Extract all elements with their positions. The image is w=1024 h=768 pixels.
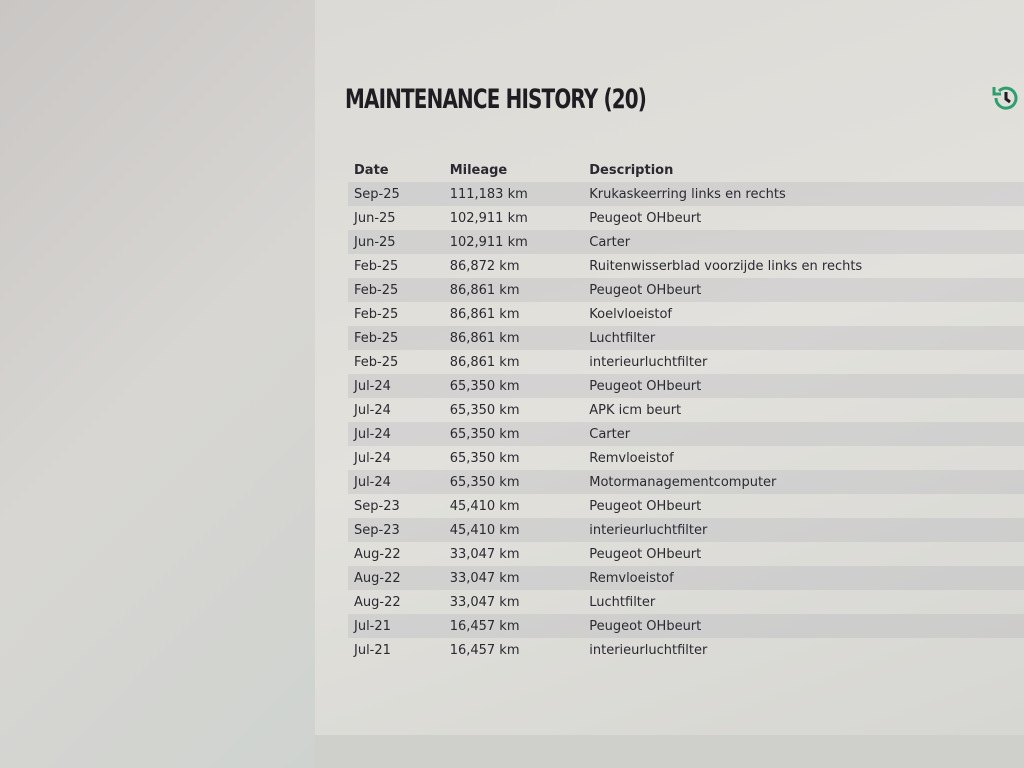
cell-description: interieurluchtfilter — [589, 642, 708, 658]
cell-description: Luchtfilter — [583, 326, 1024, 350]
cell-description: Remvloeistof — [583, 566, 1024, 590]
table-row: Jul-21 16,457 km Peugeot OHbeurt — [348, 614, 1024, 638]
cell-date: Aug-22 — [354, 594, 401, 610]
cell-date: Aug-22 — [354, 546, 401, 562]
cell-date: Jun-25 — [354, 210, 396, 226]
table-row: Feb-25 86,872 km Ruitenwisserblad voorzijd… — [348, 254, 1024, 278]
cell-description: Peugeot OHbeurt — [583, 278, 1024, 302]
cell-mileage: 86,861 km — [443, 326, 584, 350]
cell-description: Peugeot OHbeurt — [583, 614, 1024, 638]
cell-mileage: 65,350 km — [443, 470, 584, 494]
cell-mileage: 111,183 km — [443, 182, 584, 206]
cell-description: interieurluchtfilter — [589, 354, 708, 370]
table-row: Jul-24 65,350 km Peugeot OHbeurt — [348, 374, 1024, 398]
maintenance-table: Date Mileage Description Sep-25 111,183 k… — [348, 158, 1024, 662]
cell-date: Sep-23 — [354, 498, 400, 514]
cell-date: Jul-24 — [354, 402, 391, 418]
cell-mileage: 45,410 km — [449, 498, 520, 514]
table-row: Jun-25 102,911 km Peugeot OHbeurt — [348, 206, 1024, 230]
cell-mileage: 45,410 km — [443, 518, 584, 542]
table-row: Jul-24 65,350 km APK icm beurt — [348, 398, 1024, 422]
table-row: Feb-25 86,861 km interieurluchtfilter — [348, 350, 1024, 374]
cell-description: Peugeot OHbeurt — [589, 498, 702, 514]
cell-date: Sep-23 — [348, 518, 444, 542]
table-row: Sep-23 45,410 km Peugeot OHbeurt — [348, 494, 1024, 518]
table-row: Jul-24 65,350 km Motormanagementcomputer — [348, 470, 1024, 494]
table-row: Jul-24 65,350 km Remvloeistof — [348, 446, 1024, 470]
table-header: Date Mileage Description — [348, 158, 1024, 182]
cell-description: Peugeot OHbeurt — [589, 546, 702, 562]
table-row: Jul-24 65,350 km Carter — [348, 422, 1024, 446]
cell-mileage: 102,911 km — [443, 230, 584, 254]
cell-mileage: 86,861 km — [449, 306, 520, 322]
table-row: Sep-25 111,183 km Krukaskeerring links en … — [348, 182, 1024, 206]
cell-date: Jul-24 — [348, 374, 444, 398]
cell-mileage: 65,350 km — [449, 450, 520, 466]
cell-date: Feb-25 — [348, 278, 444, 302]
cell-mileage: 33,047 km — [449, 594, 520, 610]
column-mileage: Mileage — [449, 162, 508, 178]
cell-date: Jul-21 — [354, 642, 391, 658]
cell-date: Feb-25 — [354, 258, 399, 274]
cell-description: Luchtfilter — [589, 594, 656, 610]
cell-date: Sep-25 — [348, 182, 444, 206]
cell-date: Jul-24 — [354, 450, 391, 466]
cell-description: Carter — [583, 230, 1024, 254]
table-row: Feb-25 86,861 km Luchtfilter — [348, 326, 1024, 350]
cell-mileage: 65,350 km — [443, 374, 584, 398]
cell-mileage: 16,457 km — [443, 614, 584, 638]
cell-description: Peugeot OHbeurt — [589, 210, 702, 226]
column-description: Description — [589, 162, 674, 178]
table-row: Feb-25 86,861 km Peugeot OHbeurt — [348, 278, 1024, 302]
table-row: Aug-22 33,047 km Peugeot OHbeurt — [348, 542, 1024, 566]
cell-date: Jul-24 — [348, 470, 444, 494]
cell-description: Krukaskeerring links en rechts — [583, 182, 1024, 206]
table-row: Aug-22 33,047 km Luchtfilter — [348, 590, 1024, 614]
cell-description: Remvloeistof — [589, 450, 674, 466]
content-panel — [315, 0, 1024, 735]
cell-description: Koelvloeistof — [589, 306, 672, 322]
cell-mileage: 16,457 km — [449, 642, 520, 658]
table-row: Aug-22 33,047 km Remvloeistof — [348, 566, 1024, 590]
cell-mileage: 86,861 km — [449, 354, 520, 370]
history-icon[interactable] — [990, 82, 1022, 114]
cell-mileage: 86,872 km — [449, 258, 520, 274]
cell-date: Aug-22 — [348, 566, 444, 590]
bottom-bar — [315, 735, 1024, 768]
cell-description: Motormanagementcomputer — [583, 470, 1024, 494]
cell-mileage: 86,861 km — [443, 278, 584, 302]
cell-date: Jul-21 — [348, 614, 444, 638]
column-date: Date — [354, 162, 389, 178]
table-row: Jun-25 102,911 km Carter — [348, 230, 1024, 254]
cell-mileage: 65,350 km — [449, 402, 520, 418]
page-title: MAINTENANCE HISTORY (20) — [345, 84, 647, 115]
cell-date: Feb-25 — [354, 306, 399, 322]
cell-description: APK icm beurt — [589, 402, 682, 418]
cell-date: Jul-24 — [348, 422, 444, 446]
cell-description: Ruitenwisserblad voorzijde links en rech… — [589, 258, 863, 274]
table-row: Jul-21 16,457 km interieurluchtfilter — [348, 638, 1024, 662]
table-row: Feb-25 86,861 km Koelvloeistof — [348, 302, 1024, 326]
cell-date: Feb-25 — [354, 354, 399, 370]
cell-description: interieurluchtfilter — [583, 518, 1024, 542]
cell-description: Peugeot OHbeurt — [583, 374, 1024, 398]
cell-description: Carter — [583, 422, 1024, 446]
cell-mileage: 33,047 km — [443, 566, 584, 590]
table-row: Sep-23 45,410 km interieurluchtfilter — [348, 518, 1024, 542]
cell-date: Feb-25 — [348, 326, 444, 350]
cell-date: Jun-25 — [348, 230, 444, 254]
cell-mileage: 102,911 km — [449, 210, 528, 226]
cell-mileage: 33,047 km — [449, 546, 520, 562]
cell-mileage: 65,350 km — [443, 422, 584, 446]
